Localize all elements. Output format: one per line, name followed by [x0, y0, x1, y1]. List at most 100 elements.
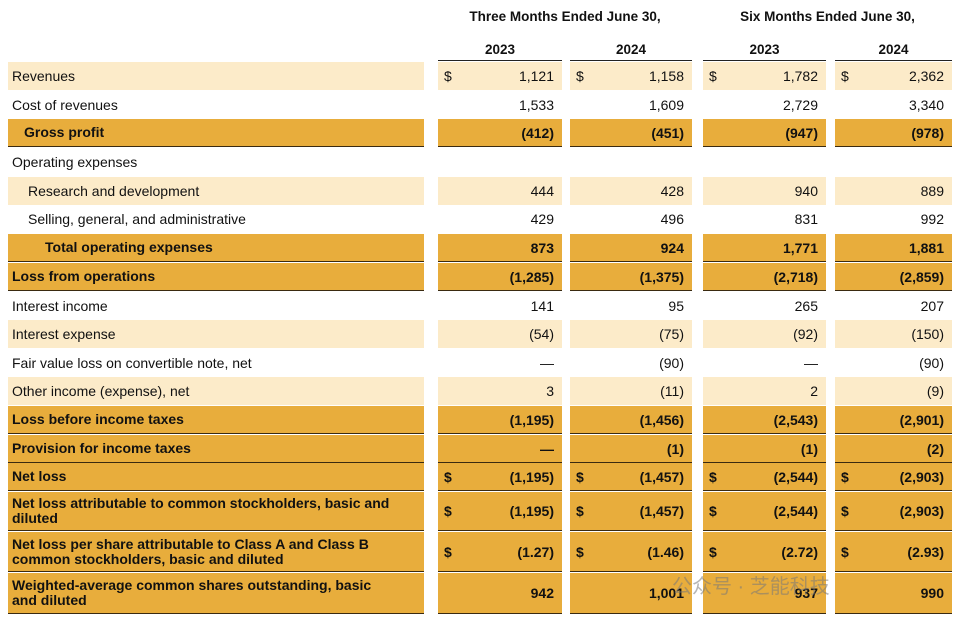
value: (2.72) [781, 543, 818, 560]
row-label: Net loss [12, 468, 67, 484]
value: 444 [530, 183, 554, 199]
value-cell: — [438, 435, 562, 463]
year-header: 2023 [749, 42, 780, 57]
value: 990 [920, 585, 944, 601]
currency-symbol: $ [444, 68, 452, 84]
row-label: Fair value loss on convertible note, net [12, 354, 252, 371]
value: (150) [911, 326, 944, 342]
value: — [540, 440, 554, 457]
currency-symbol: $ [576, 503, 584, 519]
value-cell: 942 [438, 573, 562, 614]
row-label: Net loss per share attributable to Class… [12, 535, 369, 567]
value-cell: $ (1,457) [570, 492, 692, 531]
value: 496 [660, 211, 684, 227]
value-cell: $ (1,195) [438, 492, 562, 531]
currency-symbol: $ [576, 543, 584, 560]
value: (1,285) [509, 268, 554, 285]
value-cell: (947) [703, 119, 826, 147]
value: (2.93) [907, 543, 944, 560]
value: 1,158 [648, 68, 684, 84]
value: 1,001 [648, 585, 684, 601]
value-cell: $ (2,903) [835, 463, 952, 491]
value: (92) [793, 326, 818, 342]
row-label: Cost of revenues [12, 96, 118, 113]
value: (11) [660, 383, 684, 399]
currency-symbol: $ [841, 543, 849, 560]
value-cell: $ (2,544) [703, 492, 826, 531]
row-label: Gross profit [24, 124, 105, 140]
value-cell: (2,859) [835, 263, 952, 291]
value: 141 [530, 298, 554, 314]
value-cell: $ (2,903) [835, 492, 952, 531]
value-cell: (2) [835, 435, 952, 463]
value-cell [703, 148, 826, 176]
value: (2,543) [773, 411, 818, 428]
value: (1,375) [639, 268, 684, 285]
value: (9) [926, 383, 944, 399]
row-label: Operating expenses [12, 153, 138, 170]
header-rule [570, 60, 692, 61]
row-label: Research and development [28, 182, 200, 199]
row-label-cell: Total operating expenses [8, 234, 424, 262]
value: (1,457) [639, 503, 684, 519]
year-header: 2024 [878, 42, 909, 57]
value: (90) [919, 355, 944, 371]
currency-symbol: $ [841, 468, 849, 485]
value-cell: $ (1.46) [570, 532, 692, 572]
value: 2,729 [782, 97, 818, 113]
row-label: Loss before income taxes [12, 411, 184, 427]
value: (2,901) [899, 411, 944, 428]
period-header: Three Months Ended June 30, [469, 9, 661, 24]
value: (1.46) [647, 543, 684, 560]
value: 1,771 [782, 239, 818, 256]
row-label-cell: Operating expenses [8, 148, 424, 176]
value: 1,533 [518, 97, 554, 113]
value: 428 [660, 183, 684, 199]
value: (2,544) [773, 468, 818, 485]
value-cell [835, 148, 952, 176]
value: 207 [920, 298, 944, 314]
value-cell [570, 148, 692, 176]
value: (1,457) [639, 468, 684, 485]
value-cell: $1,121 [438, 62, 562, 90]
value: 2 [810, 383, 818, 399]
value: 1,609 [648, 97, 684, 113]
value: (1.27) [517, 543, 554, 560]
currency-symbol: $ [709, 503, 717, 519]
value: 940 [794, 183, 818, 199]
currency-symbol: $ [841, 68, 849, 84]
value: 873 [530, 239, 554, 256]
currency-symbol: $ [709, 68, 717, 84]
value: 1,881 [908, 239, 944, 256]
row-label-cell: Weighted-average common shares outstandi… [8, 573, 424, 614]
value: (2,903) [899, 503, 944, 519]
row-label: Interest expense [12, 325, 116, 342]
value: 889 [920, 183, 944, 199]
year-header: 2023 [484, 42, 516, 57]
value-cell: 95 [570, 292, 692, 320]
value: 3,340 [908, 97, 944, 113]
value: (2,544) [773, 503, 818, 519]
value: (978) [911, 124, 944, 141]
header-rule [438, 60, 562, 61]
value-cell: $ (2,544) [703, 463, 826, 491]
row-label: Interest income [12, 297, 108, 314]
value-cell: 1,001 [570, 573, 692, 614]
value-cell: — [438, 349, 562, 377]
value: (75) [659, 326, 684, 342]
value: 937 [794, 585, 818, 601]
value: 1,782 [782, 68, 818, 84]
value-cell: 1,609 [570, 91, 692, 119]
value-cell: 831 [703, 205, 826, 233]
value-cell: 937 [703, 573, 826, 614]
value: (451) [651, 124, 684, 141]
value-cell: $ (1.27) [438, 532, 562, 572]
header-rule [703, 60, 826, 61]
value: (2,718) [773, 268, 818, 285]
value: (90) [659, 355, 684, 371]
value: 992 [920, 211, 944, 227]
value-cell: (2,543) [703, 406, 826, 434]
row-label-cell: Net loss per share attributable to Class… [8, 532, 424, 572]
value: 265 [794, 298, 818, 314]
